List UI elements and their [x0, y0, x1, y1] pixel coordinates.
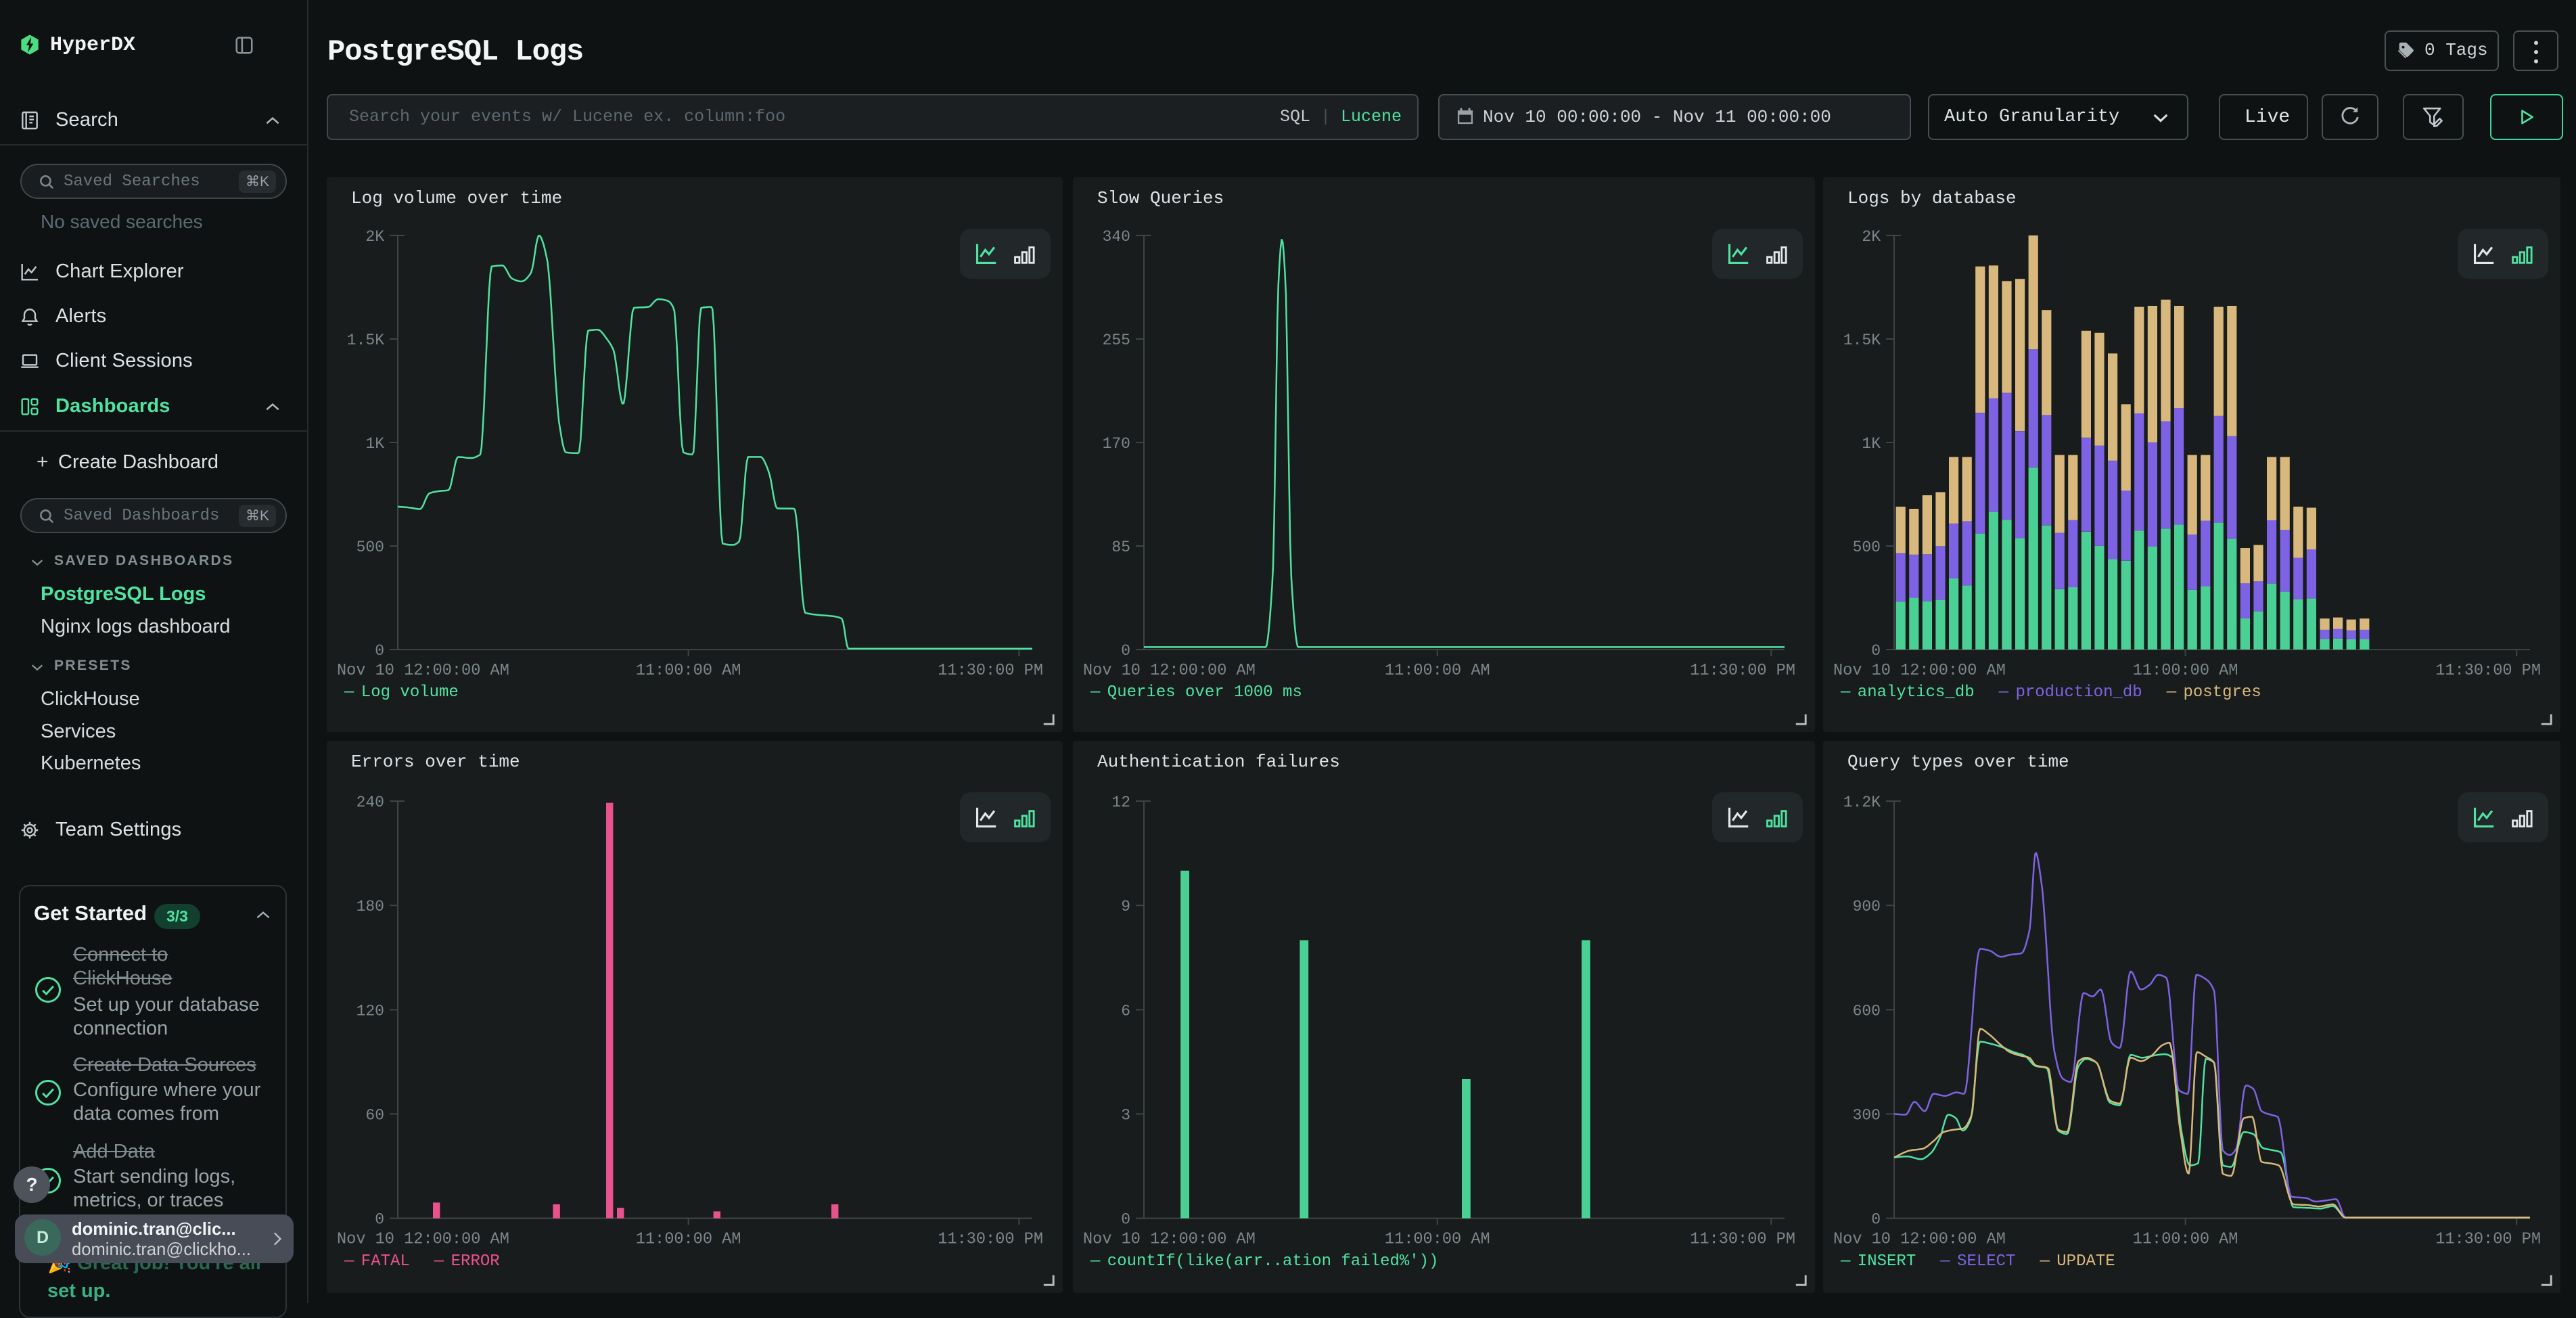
svg-text:180: 180	[356, 898, 384, 915]
svg-text:0: 0	[1121, 642, 1130, 660]
svg-text:85: 85	[1111, 539, 1130, 556]
svg-text:11:00:00 AM: 11:00:00 AM	[636, 1231, 741, 1249]
svg-text:11:00:00 AM: 11:00:00 AM	[1385, 1231, 1490, 1249]
svg-text:Nov 10 12:00:00 AM: Nov 10 12:00:00 AM	[1833, 662, 2006, 680]
svg-text:11:00:00 AM: 11:00:00 AM	[1385, 662, 1490, 680]
svg-text:0: 0	[375, 642, 384, 660]
svg-text:0: 0	[1871, 1211, 1881, 1229]
svg-text:Nov 10 12:00:00 AM: Nov 10 12:00:00 AM	[1083, 662, 1256, 680]
svg-text:600: 600	[1853, 1002, 1881, 1020]
svg-text:Nov 10 12:00:00 AM: Nov 10 12:00:00 AM	[337, 1231, 509, 1249]
svg-text:1K: 1K	[365, 435, 384, 453]
svg-text:0: 0	[1121, 1211, 1130, 1229]
svg-text:1.5K: 1.5K	[347, 332, 384, 349]
svg-text:11:00:00 AM: 11:00:00 AM	[2133, 1231, 2238, 1249]
svg-text:9: 9	[1121, 898, 1130, 915]
svg-text:Nov 10 12:00:00 AM: Nov 10 12:00:00 AM	[1083, 1231, 1256, 1249]
svg-text:340: 340	[1103, 228, 1130, 246]
svg-text:11:00:00 AM: 11:00:00 AM	[2133, 662, 2238, 680]
svg-text:Nov 10 12:00:00 AM: Nov 10 12:00:00 AM	[337, 662, 509, 680]
svg-text:Nov 10 12:00:00 AM: Nov 10 12:00:00 AM	[1833, 1231, 2006, 1249]
svg-text:2K: 2K	[365, 228, 384, 246]
svg-text:2K: 2K	[1862, 228, 1881, 246]
svg-text:6: 6	[1121, 1002, 1130, 1020]
svg-text:240: 240	[356, 794, 384, 811]
svg-text:11:30:00 PM: 11:30:00 PM	[1690, 1231, 1795, 1249]
svg-text:11:30:00 PM: 11:30:00 PM	[2435, 662, 2541, 680]
svg-text:11:30:00 PM: 11:30:00 PM	[938, 662, 1043, 680]
svg-text:500: 500	[356, 539, 384, 556]
svg-text:1.5K: 1.5K	[1843, 332, 1881, 349]
svg-text:1K: 1K	[1862, 435, 1881, 453]
svg-text:11:00:00 AM: 11:00:00 AM	[636, 662, 741, 680]
svg-text:900: 900	[1853, 898, 1881, 915]
svg-text:500: 500	[1853, 539, 1881, 556]
svg-text:0: 0	[1871, 642, 1881, 660]
svg-text:0: 0	[375, 1211, 384, 1229]
svg-text:300: 300	[1853, 1106, 1881, 1124]
svg-text:11:30:00 PM: 11:30:00 PM	[2435, 1231, 2541, 1249]
svg-text:1.2K: 1.2K	[1843, 794, 1881, 811]
svg-text:12: 12	[1111, 794, 1130, 811]
svg-text:11:30:00 PM: 11:30:00 PM	[938, 1231, 1043, 1249]
svg-text:120: 120	[356, 1002, 384, 1020]
svg-text:60: 60	[365, 1106, 384, 1124]
svg-text:170: 170	[1103, 435, 1130, 453]
svg-text:255: 255	[1103, 332, 1130, 349]
svg-text:11:30:00 PM: 11:30:00 PM	[1690, 662, 1795, 680]
svg-text:3: 3	[1121, 1106, 1130, 1124]
